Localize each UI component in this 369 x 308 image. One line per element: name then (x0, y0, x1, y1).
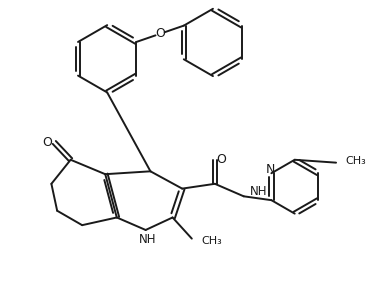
Text: O: O (42, 136, 52, 149)
Text: CH₃: CH₃ (201, 236, 222, 245)
Text: NH: NH (249, 185, 267, 198)
Text: N: N (266, 163, 275, 176)
Text: NH: NH (139, 233, 156, 246)
Text: CH₃: CH₃ (346, 156, 366, 166)
Text: O: O (217, 153, 227, 166)
Text: O: O (155, 27, 165, 40)
